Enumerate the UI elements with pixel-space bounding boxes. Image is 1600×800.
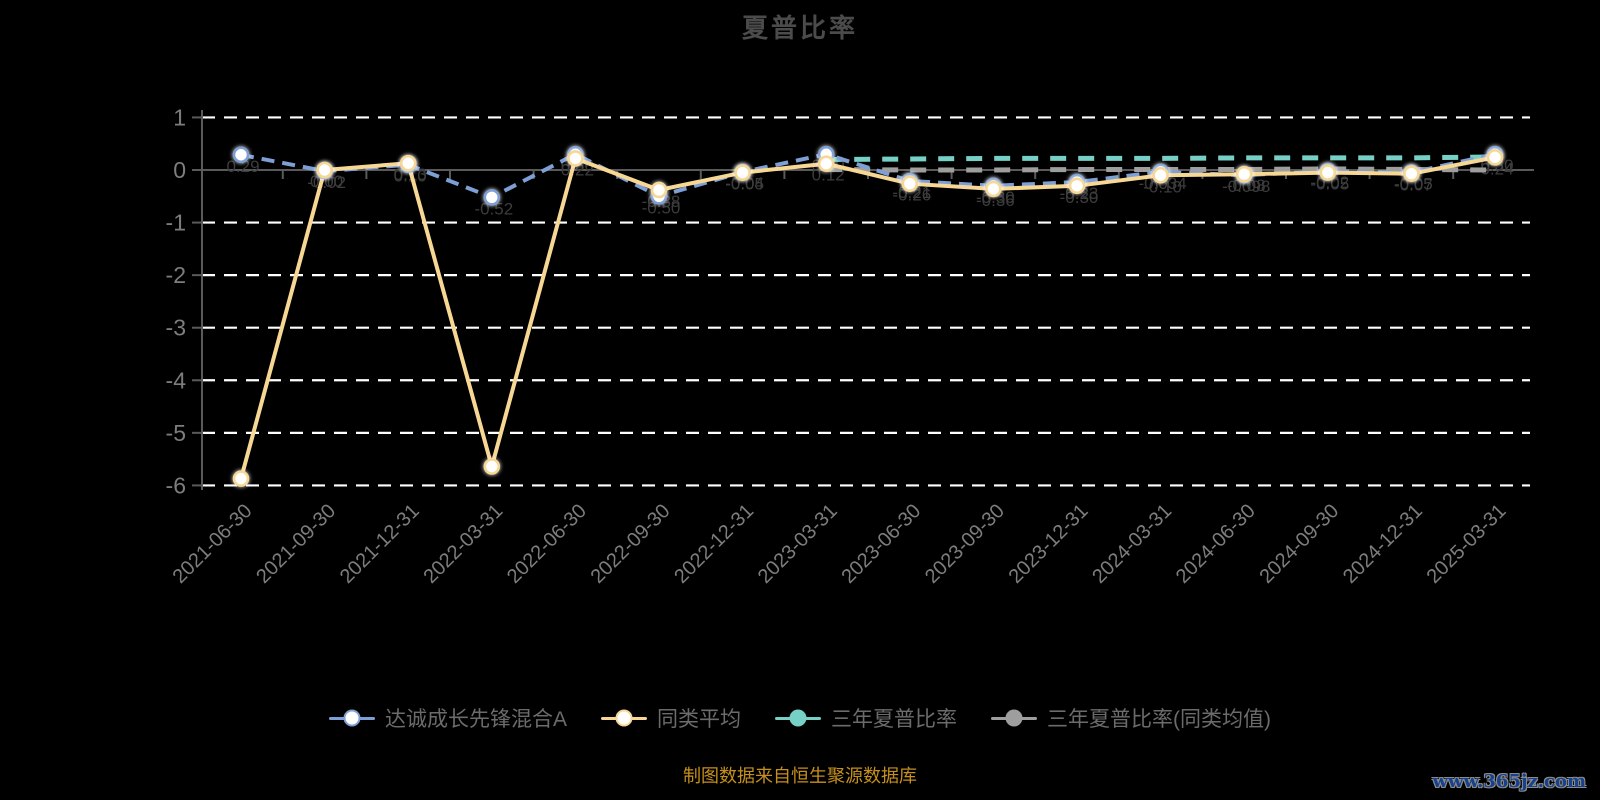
- y-axis-label: -1: [166, 210, 186, 236]
- point-value-label: -0.36: [976, 191, 1015, 210]
- point-value-label: -0.07: [1394, 176, 1433, 195]
- legend-item-1[interactable]: 同类平均: [601, 703, 741, 733]
- data-point[interactable]: [734, 164, 751, 181]
- point-value-label: -0.02: [1310, 173, 1349, 192]
- x-axis-label: 2022-03-31: [419, 500, 507, 588]
- x-axis-label: 2024-09-30: [1255, 500, 1343, 588]
- legend-label: 达诚成长先锋混合A: [384, 708, 567, 731]
- data-point[interactable]: [901, 175, 919, 192]
- x-axis-label: 2022-06-30: [503, 500, 591, 588]
- source-note: 制图数据来自恒生聚源数据库: [683, 766, 917, 786]
- series-line-2: [826, 154, 1496, 162]
- sharpe-ratio-chart: 1 0 -1 -2 -3 -4 -5 -62021-06-302021-09-302021-1…: [166, 104, 1534, 588]
- legend-dot: [615, 709, 633, 727]
- x-axis-label: 2022-09-30: [587, 500, 675, 588]
- legend-item-2[interactable]: 三年夏普比率: [775, 703, 957, 733]
- x-axis-label: 2023-06-30: [837, 500, 925, 588]
- y-axis-label: 1: [173, 104, 186, 130]
- x-axis-label: 2021-09-30: [252, 500, 340, 588]
- point-value-label: -0.05: [1394, 175, 1433, 194]
- legend-swatch: [328, 709, 375, 727]
- x-axis-label: 2023-09-30: [921, 500, 1009, 588]
- legend-swatch: [601, 709, 647, 727]
- y-axis-label: -5: [166, 420, 186, 446]
- legend-label: 三年夏普比率(同类均值): [1047, 708, 1271, 731]
- data-point[interactable]: [567, 150, 584, 167]
- x-axis-label: 2023-12-31: [1005, 500, 1093, 588]
- data-point[interactable]: [1319, 164, 1337, 181]
- y-axis-label: -4: [166, 367, 187, 393]
- point-value-label: -0.05: [725, 175, 764, 194]
- point-value-label: -0.26: [892, 186, 931, 205]
- data-point[interactable]: [985, 180, 1002, 198]
- x-axis-label: 2024-06-30: [1172, 500, 1260, 588]
- data-point[interactable]: [316, 161, 333, 179]
- point-value-label: -0.098: [1222, 177, 1270, 196]
- x-axis-label: 2024-03-31: [1088, 500, 1176, 588]
- data-point[interactable]: [1068, 177, 1086, 195]
- y-axis-label: 0: [173, 157, 186, 183]
- x-axis-label: 2021-06-30: [169, 500, 257, 588]
- point-value-label: 0.29: [226, 157, 259, 176]
- point-value-label: -0.10: [1143, 177, 1182, 196]
- legend-swatch: [991, 709, 1037, 727]
- series-line-1: [239, 155, 1496, 480]
- x-axis-label: 2022-12-31: [670, 500, 758, 588]
- point-value-label: -0.50: [642, 198, 681, 217]
- point-value-label: -0.52: [474, 199, 513, 218]
- point-value-label: -0.05: [1310, 175, 1349, 194]
- data-point[interactable]: [399, 154, 417, 172]
- point-value-label: -0.08: [1227, 176, 1266, 195]
- data-point[interactable]: [483, 189, 501, 206]
- legend-item-0[interactable]: 达诚成长先锋混合A: [328, 703, 567, 733]
- site-watermark: www.365jz.com: [1432, 771, 1586, 792]
- point-value-label: -0.04: [725, 174, 764, 193]
- y-axis-label: -6: [166, 472, 186, 498]
- legend-swatch: [775, 709, 821, 727]
- data-point[interactable]: [817, 155, 835, 172]
- point-value-label: -0.30: [1060, 188, 1099, 207]
- data-point[interactable]: [232, 146, 250, 164]
- legend-label: 三年夏普比率: [831, 708, 957, 731]
- x-axis-label: 2025-03-31: [1423, 500, 1511, 588]
- point-value-label: -0.02: [307, 173, 346, 192]
- point-value-label: 0.24: [1480, 159, 1513, 178]
- legend-dot: [789, 709, 807, 727]
- data-point[interactable]: [1403, 165, 1420, 182]
- data-point[interactable]: [1486, 149, 1504, 166]
- point-value-label: -0.30: [976, 188, 1015, 207]
- legend-dot: [343, 709, 361, 727]
- x-axis-label: 2021-12-31: [336, 500, 424, 588]
- x-axis-label: 2024-12-31: [1339, 500, 1427, 588]
- data-point[interactable]: [232, 470, 250, 487]
- chart-title: 夏普比率: [741, 13, 858, 43]
- x-axis-label: 2023-03-31: [754, 500, 842, 588]
- data-point[interactable]: [650, 181, 668, 199]
- legend-label: 同类平均: [657, 708, 741, 731]
- legend: 达诚成长先锋混合A 同类平均 三年夏普比率 三年夏普比率(同类均值): [0, 703, 1600, 733]
- data-point[interactable]: [483, 458, 501, 475]
- data-point[interactable]: [1152, 166, 1169, 184]
- data-point[interactable]: [1235, 165, 1253, 183]
- point-value-label: -0.21: [892, 183, 931, 202]
- y-axis-label: -2: [166, 262, 186, 288]
- y-axis-label: -3: [166, 315, 186, 341]
- legend-dot: [1005, 709, 1023, 727]
- legend-item-3[interactable]: 三年夏普比率(同类均值): [991, 703, 1271, 733]
